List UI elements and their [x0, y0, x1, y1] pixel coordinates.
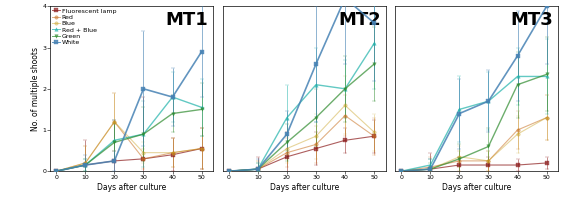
X-axis label: Days after culture: Days after culture: [97, 183, 167, 192]
X-axis label: Days after culture: Days after culture: [442, 183, 512, 192]
Y-axis label: No. of multiple shoots: No. of multiple shoots: [30, 47, 39, 131]
X-axis label: Days after culture: Days after culture: [270, 183, 339, 192]
Text: MT2: MT2: [338, 11, 381, 29]
Text: MT3: MT3: [511, 11, 553, 29]
Legend: Fluorescent lamp, Red, Blue, Red + Blue, Green, White: Fluorescent lamp, Red, Blue, Red + Blue,…: [52, 8, 117, 46]
Text: MT1: MT1: [165, 11, 208, 29]
